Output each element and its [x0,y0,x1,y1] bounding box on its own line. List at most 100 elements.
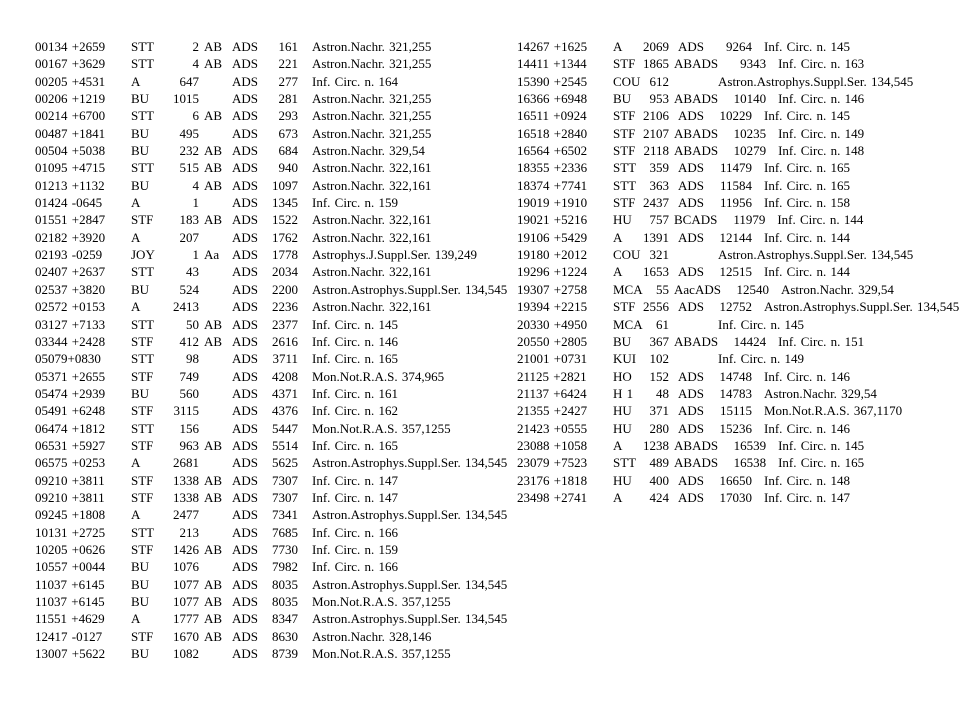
ads-number: 1345 [272,195,299,211]
ads-number: 7982 [272,559,299,575]
ads-cell: ADS 221 [232,55,312,72]
number-cell: 152 [649,368,670,384]
reference-cell: Inf. Circ. n. 165 [778,455,865,471]
position-cell: 11551 +4629 [35,611,105,627]
ads-label: ADS [232,628,259,644]
position-cell: 14411 +1344 [517,56,587,72]
number-cell: 1076 [173,559,199,575]
ads-cell: ADS 5447 [232,420,312,437]
number-cell: 400 [649,472,670,488]
ads-number: 15115 [719,403,753,419]
ads-cell: ADS 14783 [678,385,764,402]
components-cell: AB [674,91,693,107]
position-cell: 01424 -0645 [35,195,103,211]
reference-cell: Mon.Not.R.A.S. 357,1255 [312,420,451,436]
position-cell: 15390 +2545 [517,73,588,89]
ads-label: ADS [232,385,259,401]
ads-cell: ADS 2616 [232,333,312,350]
ads-cell: ADS 9343 [692,55,778,72]
position-cell: 11037 +6145 [35,576,105,592]
ads-label: ADS [232,611,259,627]
components-cell: AB [204,628,223,644]
ads-label: ADS [232,299,259,315]
reference-cell: Astron.Nachr. 321,255 [312,56,432,72]
ads-label: ADS [678,229,705,245]
ads-label: ADS [678,489,705,505]
ads-label: ADS [678,403,705,419]
reference-cell: Astron.Nachr. 321,255 [312,125,432,141]
ads-label: ADS [678,299,705,315]
ads-number: 5447 [272,420,299,436]
catalog-row: 21125 +2821 HO 152 ADS 14748 Inf. Circ. n. 14… [517,368,960,385]
discoverer-cell: BU [131,91,150,107]
ads-cell: ADS 1345 [232,194,312,211]
number-cell: 207 [179,229,200,245]
ads-label: ADS [692,333,719,349]
ads-label: ADS [692,91,719,107]
ads-number: 10140 [733,91,767,107]
catalog-row: 23498 +2741 A 424 ADS 17030 Inf. Circ. n. 147 [517,489,960,506]
position-cell: 06575 +0253 [35,455,106,471]
number-cell: 363 [649,177,670,193]
reference-cell: Astron.Nachr. 321,255 [312,108,432,124]
ads-label: ADS [232,524,259,540]
position-cell: 19394 +2215 [517,299,588,315]
discoverer-cell: BU [131,594,150,609]
number-cell: 1238 [643,437,669,453]
reference-cell: Astron.Astrophys.Suppl.Ser. 134,545 [312,281,508,297]
ads-cell: ADS 293 [232,107,312,124]
ads-cell: ADS 15115 [678,402,764,419]
left-column: 00134 +2659 STT 2 AB ADS 161 Astron.Nachr. 321… [35,38,508,662]
reference-cell: Inf. Circ. n. 144 [764,229,851,245]
discoverer-cell: MCA [613,281,643,297]
components-cell: AB [674,56,693,72]
ads-label: ADS [232,264,259,280]
ads-cell: ADS 8035 [232,593,312,610]
position-cell: 23079 +7523 [517,455,588,471]
reference-cell: Inf. Circ. n. 158 [764,195,851,211]
ads-number: 14783 [719,385,753,401]
number-cell: 4 [192,56,200,72]
reference-cell: Astron.Nachr. 329,54 [764,385,877,401]
number-cell: 232 [179,143,200,159]
catalog-row: 06531 +5927 STF 963 AB ADS 5514 Inf. Circ. n. … [35,437,495,454]
reference-cell: Astron.Astrophys.Suppl.Ser. 134,545 [312,455,508,471]
discoverer-cell: STT [613,177,637,193]
components-cell: AB [204,160,223,176]
ads-number: 4376 [272,403,299,419]
reference-cell: Inf. Circ. n. 165 [312,437,399,453]
catalog-row: 21137 +6424 H 1 48 ADS 14783 Astron.Nachr. 32… [517,385,960,402]
components-cell: AB [204,143,223,159]
ads-label: ADS [232,247,259,263]
ads-number: 673 [278,125,299,141]
ads-number: 7307 [272,489,299,505]
ads-number: 277 [278,73,299,89]
reference-cell: Inf. Circ. n. 165 [312,351,399,367]
ads-label: ADS [232,212,259,228]
ads-label: ADS [678,385,705,401]
ads-cell: ADS 8347 [232,610,312,627]
ads-label: ADS [232,39,259,54]
discoverer-cell: BU [613,333,632,349]
discoverer-cell: KUI [613,351,637,367]
discoverer-cell: STF [131,368,154,384]
catalog-row: 11551 +4629 A 1777 AB ADS 8347 Astron.Astrophy… [35,610,507,627]
reference-cell: Astron.Nachr. 322,161 [312,229,432,245]
ads-number: 5625 [272,455,299,471]
components-cell: AB [204,316,223,332]
position-cell: 18374 +7741 [517,177,588,193]
reference-cell: Mon.Not.R.A.S. 357,1255 [312,646,451,662]
number-cell: 1338 [173,489,199,505]
number-cell: 102 [649,351,670,367]
number-cell: 1082 [173,646,199,662]
position-cell: 00214 +6700 [35,108,106,124]
number-cell: 2069 [643,39,669,54]
ads-label: ADS [232,281,259,297]
reference-cell: Astron.Nachr. 321,255 [312,91,432,107]
ads-number: 16650 [719,472,753,488]
ads-cell: ADS 1762 [232,229,312,246]
ads-label: ADS [232,316,259,332]
reference-cell: Inf. Circ. n. 147 [312,489,399,505]
catalog-row: 11037 +6145 BU 1077 AB ADS 8035 Mon.Not.R.A.S.… [35,593,495,610]
catalog-row: 20330 +4950 MCA 61 Inf. Circ. n. 145 [517,316,960,333]
